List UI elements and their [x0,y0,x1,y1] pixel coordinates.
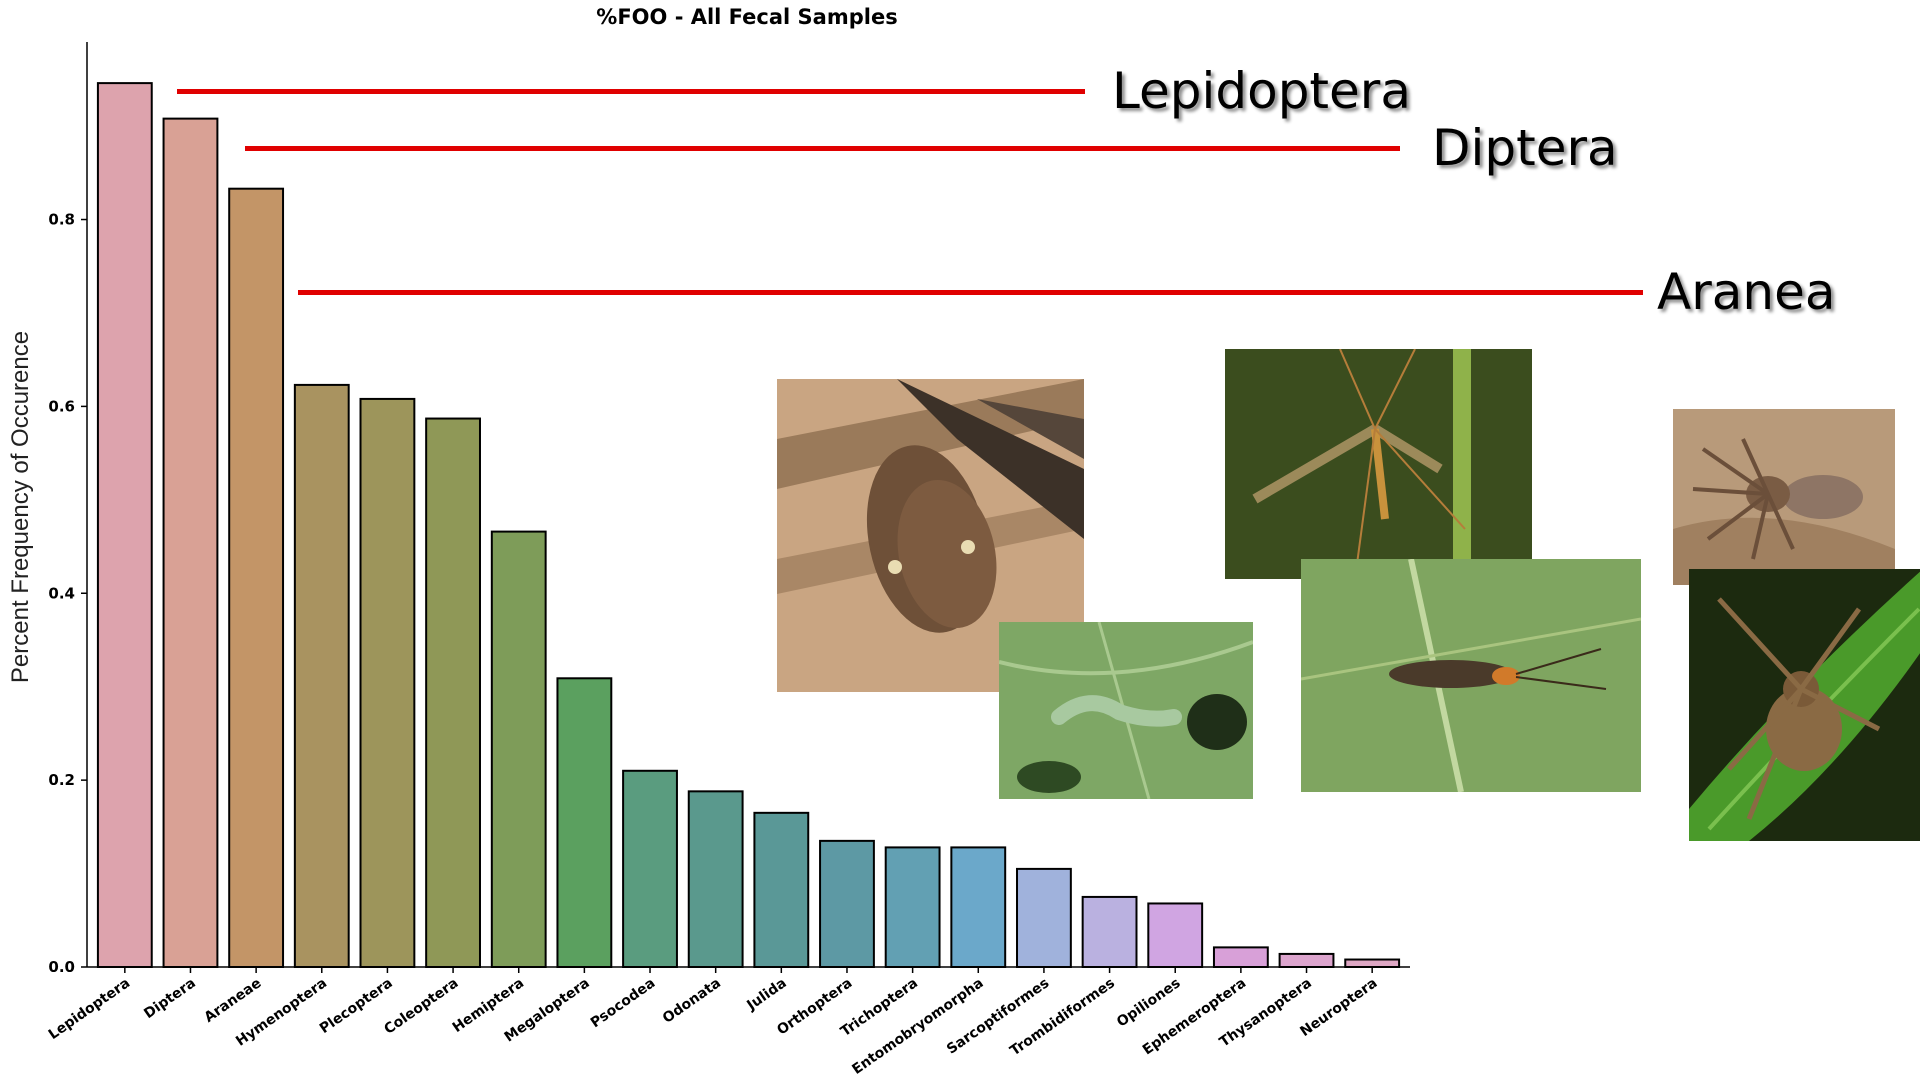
bar-julida [753,811,810,968]
fly-on-leaf-photo-icon [1301,559,1641,792]
bar-megaloptera [556,677,613,969]
bar-psocodea [622,769,678,969]
x-tick-label: Coleoptera [381,975,461,1038]
bar-odonata [687,790,744,969]
y-axis-label: Percent Frequency of Occurence [7,331,34,683]
y-tick-label: 0.2 [48,771,75,789]
y-tick-label: 0.0 [48,958,75,976]
y-ticks-group: 0.0 0.2 0.4 0.6 0.8 [48,211,87,976]
x-tick-label: Psocodea [588,975,658,1031]
diptera-callout-label: Diptera [1432,119,1618,177]
diptera-callout-line [245,146,1400,151]
x-tick-label: Diptera [141,975,198,1022]
bar-opiliones [1147,902,1204,969]
bar-orthoptera [819,839,875,969]
lepidoptera-callout-label: Lepidoptera [1112,62,1411,120]
caterpillar-photo-icon [999,622,1253,799]
bar-lepidoptera [96,82,153,969]
x-tick-label: Araneae [202,975,265,1026]
bar-hymenoptera [293,383,350,968]
y-tick-label: 0.6 [48,397,75,415]
bar-coleoptera [425,417,481,968]
bar-thysanoptera [1278,952,1335,968]
crane-fly-photo-icon [1225,349,1532,579]
chart-title: %FOO - All Fecal Samples [596,5,897,29]
bar-neuroptera [1344,958,1401,969]
bar-diptera [162,117,219,969]
lepidoptera-callout-line [177,89,1085,94]
bar-araneae [228,187,285,969]
bar-sarcoptiformes [1016,867,1072,968]
crab-spider-photo-icon [1689,569,1920,841]
bar-ephemeroptera [1212,946,1269,968]
x-tick-label: Julida [743,975,789,1014]
spider-photo-icon [1673,409,1895,585]
y-tick-label: 0.4 [48,584,75,602]
bar-entomobryomorpha [950,846,1007,969]
aranea-callout-label: Aranea [1657,263,1836,321]
bars-group [96,82,1401,969]
x-tick-label: Lepidoptera [46,975,133,1043]
y-tick-label: 0.8 [48,211,75,229]
bar-hemiptera [490,530,547,968]
bar-plecoptera [359,397,416,968]
x-tick-label: Entomobryomorpha [849,975,986,1078]
x-tick-label: Odonata [660,975,724,1027]
bar-trombidiformes [1081,895,1138,969]
bar-trichoptera [884,846,941,969]
x-ticks-group: Lepidoptera Diptera AraneaeHymenopteraPlec… [46,967,1380,1078]
aranea-callout-line [298,290,1643,295]
